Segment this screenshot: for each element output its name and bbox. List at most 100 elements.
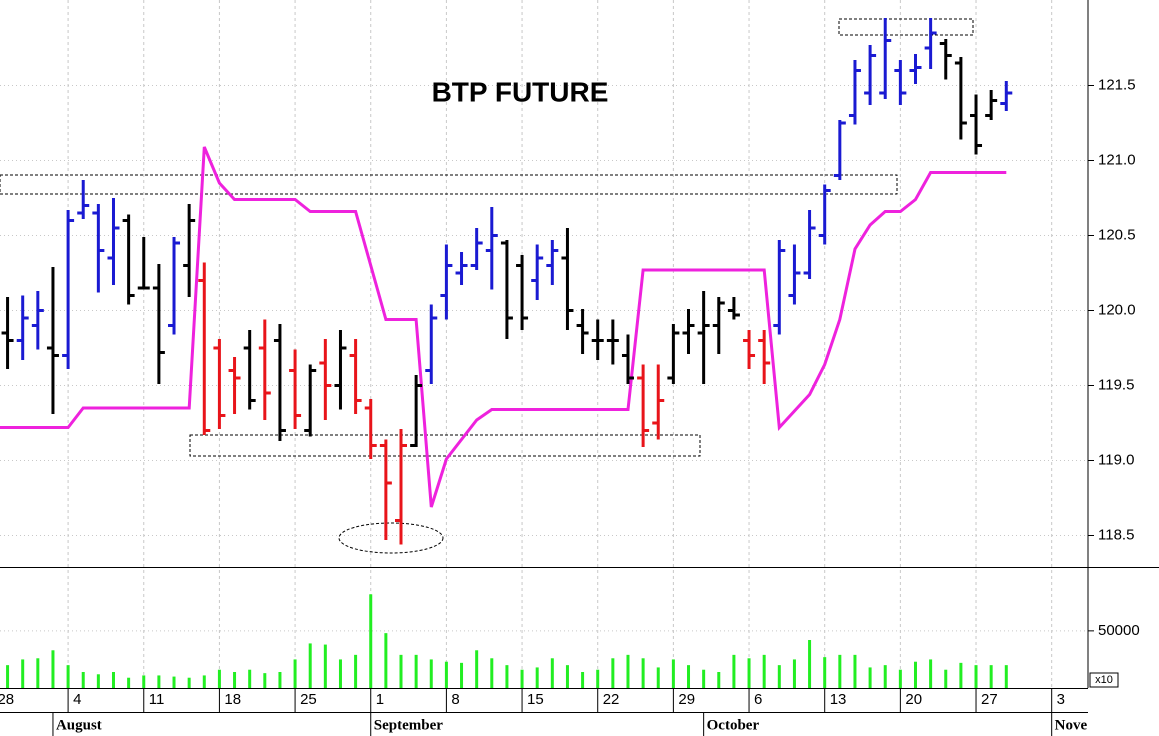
x-tick-label: 4	[73, 691, 81, 708]
volume-note: x10	[1095, 674, 1113, 686]
volume-bar	[565, 665, 569, 688]
volume-bar	[217, 669, 221, 688]
marks-layer	[0, 18, 1013, 688]
x-tick-label: 25	[300, 691, 317, 708]
x-tick-label: 11	[149, 691, 165, 708]
volume-bar	[66, 665, 70, 688]
volume-bar	[505, 665, 509, 688]
volume-bar	[792, 659, 796, 688]
volume-bar	[959, 662, 963, 688]
volume-bar	[898, 669, 902, 688]
volume-bar	[460, 662, 464, 688]
y-tick-label: 121.0	[1098, 151, 1136, 168]
month-label: Nove	[1055, 717, 1088, 733]
volume-bar	[702, 669, 706, 688]
volume-bar	[51, 650, 55, 688]
volume-bar	[157, 675, 161, 688]
x-tick-label: 3	[1057, 691, 1065, 708]
volume-bar	[490, 658, 494, 688]
volume-bar	[354, 654, 358, 688]
resistance-box	[0, 174, 898, 195]
y-tick-label: 119.5	[1098, 376, 1134, 393]
volume-bar	[278, 672, 282, 688]
volume-bar	[308, 643, 312, 688]
month-label: August	[56, 717, 102, 733]
volume-bar	[868, 667, 872, 688]
y-tick-label: 50000	[1098, 622, 1140, 639]
volume-bar	[81, 672, 85, 688]
volume-bar	[989, 665, 993, 688]
support-box	[189, 434, 701, 457]
low-ellipse	[338, 522, 444, 554]
volume-bar	[944, 669, 948, 688]
volume-bar	[747, 658, 751, 688]
volume-bar	[96, 674, 100, 688]
volume-bar	[550, 658, 554, 688]
x-tick-label: 18	[224, 691, 241, 708]
x-tick-label: 20	[905, 691, 922, 708]
x-tick-label: 27	[981, 691, 998, 708]
y-tick-label: 120.5	[1098, 226, 1136, 243]
x-tick-label: 29	[678, 691, 695, 708]
volume-bar	[732, 654, 736, 688]
volume-bar	[777, 665, 781, 688]
y-tick-label: 119.0	[1098, 451, 1134, 468]
volume-bar	[323, 644, 327, 688]
volume-note-box	[1089, 672, 1119, 688]
y-tick-label: 121.5	[1098, 76, 1136, 93]
x-tick-label: 22	[603, 691, 620, 708]
month-label: October	[707, 717, 760, 733]
volume-bar	[36, 658, 40, 688]
volume-bar	[202, 675, 206, 688]
x-tick-label: 28	[0, 691, 14, 708]
volume-bar	[520, 669, 524, 688]
volume-bar	[263, 673, 267, 688]
volume-bar	[611, 658, 615, 688]
volume-bar	[626, 654, 630, 688]
chart-title: BTP FUTURE	[432, 76, 609, 107]
volume-bar	[596, 669, 600, 688]
volume-bar	[762, 654, 766, 688]
volume-bar	[21, 659, 25, 688]
volume-bar	[369, 594, 373, 688]
volume-bar	[656, 667, 660, 688]
volume-bar	[974, 665, 978, 688]
volume-bar	[429, 659, 433, 688]
volume-bar	[687, 665, 691, 688]
volume-bar	[535, 667, 539, 688]
volume-bar	[581, 672, 585, 688]
volume-bar	[111, 672, 115, 688]
volume-bar	[172, 676, 176, 688]
volume-bar	[187, 677, 191, 688]
volume-bar	[929, 659, 933, 688]
y-tick-label: 120.0	[1098, 301, 1136, 318]
volume-bar	[142, 675, 146, 688]
volume-bar	[838, 654, 842, 688]
x-tick-label: 13	[830, 691, 847, 708]
stop-line	[0, 146, 1007, 508]
volume-bar	[671, 659, 675, 688]
volume-bar	[127, 677, 131, 688]
month-label: September	[374, 717, 443, 733]
volume-bar	[808, 640, 812, 688]
axes-layer: x10 118.5 119.0 119.5 120.0 120.5 121.0 121.5 5…	[0, 0, 1159, 713]
volume-bar	[293, 659, 297, 688]
volume-bar	[641, 658, 645, 688]
x-tick-label: 1	[376, 691, 384, 708]
volume-bar	[717, 672, 721, 688]
volume-bar	[399, 654, 403, 688]
volume-bar	[384, 633, 388, 688]
volume-bar	[6, 665, 10, 688]
volume-bar	[414, 654, 418, 688]
volume-bar	[853, 654, 857, 688]
volume-bar	[475, 650, 479, 688]
x-tick-label: 15	[527, 691, 544, 708]
y-tick-label: 118.5	[1098, 526, 1134, 543]
volume-bar	[823, 657, 827, 688]
volume-bar	[883, 665, 887, 688]
volume-bar	[1004, 665, 1008, 688]
x-tick-label: 8	[451, 691, 459, 708]
